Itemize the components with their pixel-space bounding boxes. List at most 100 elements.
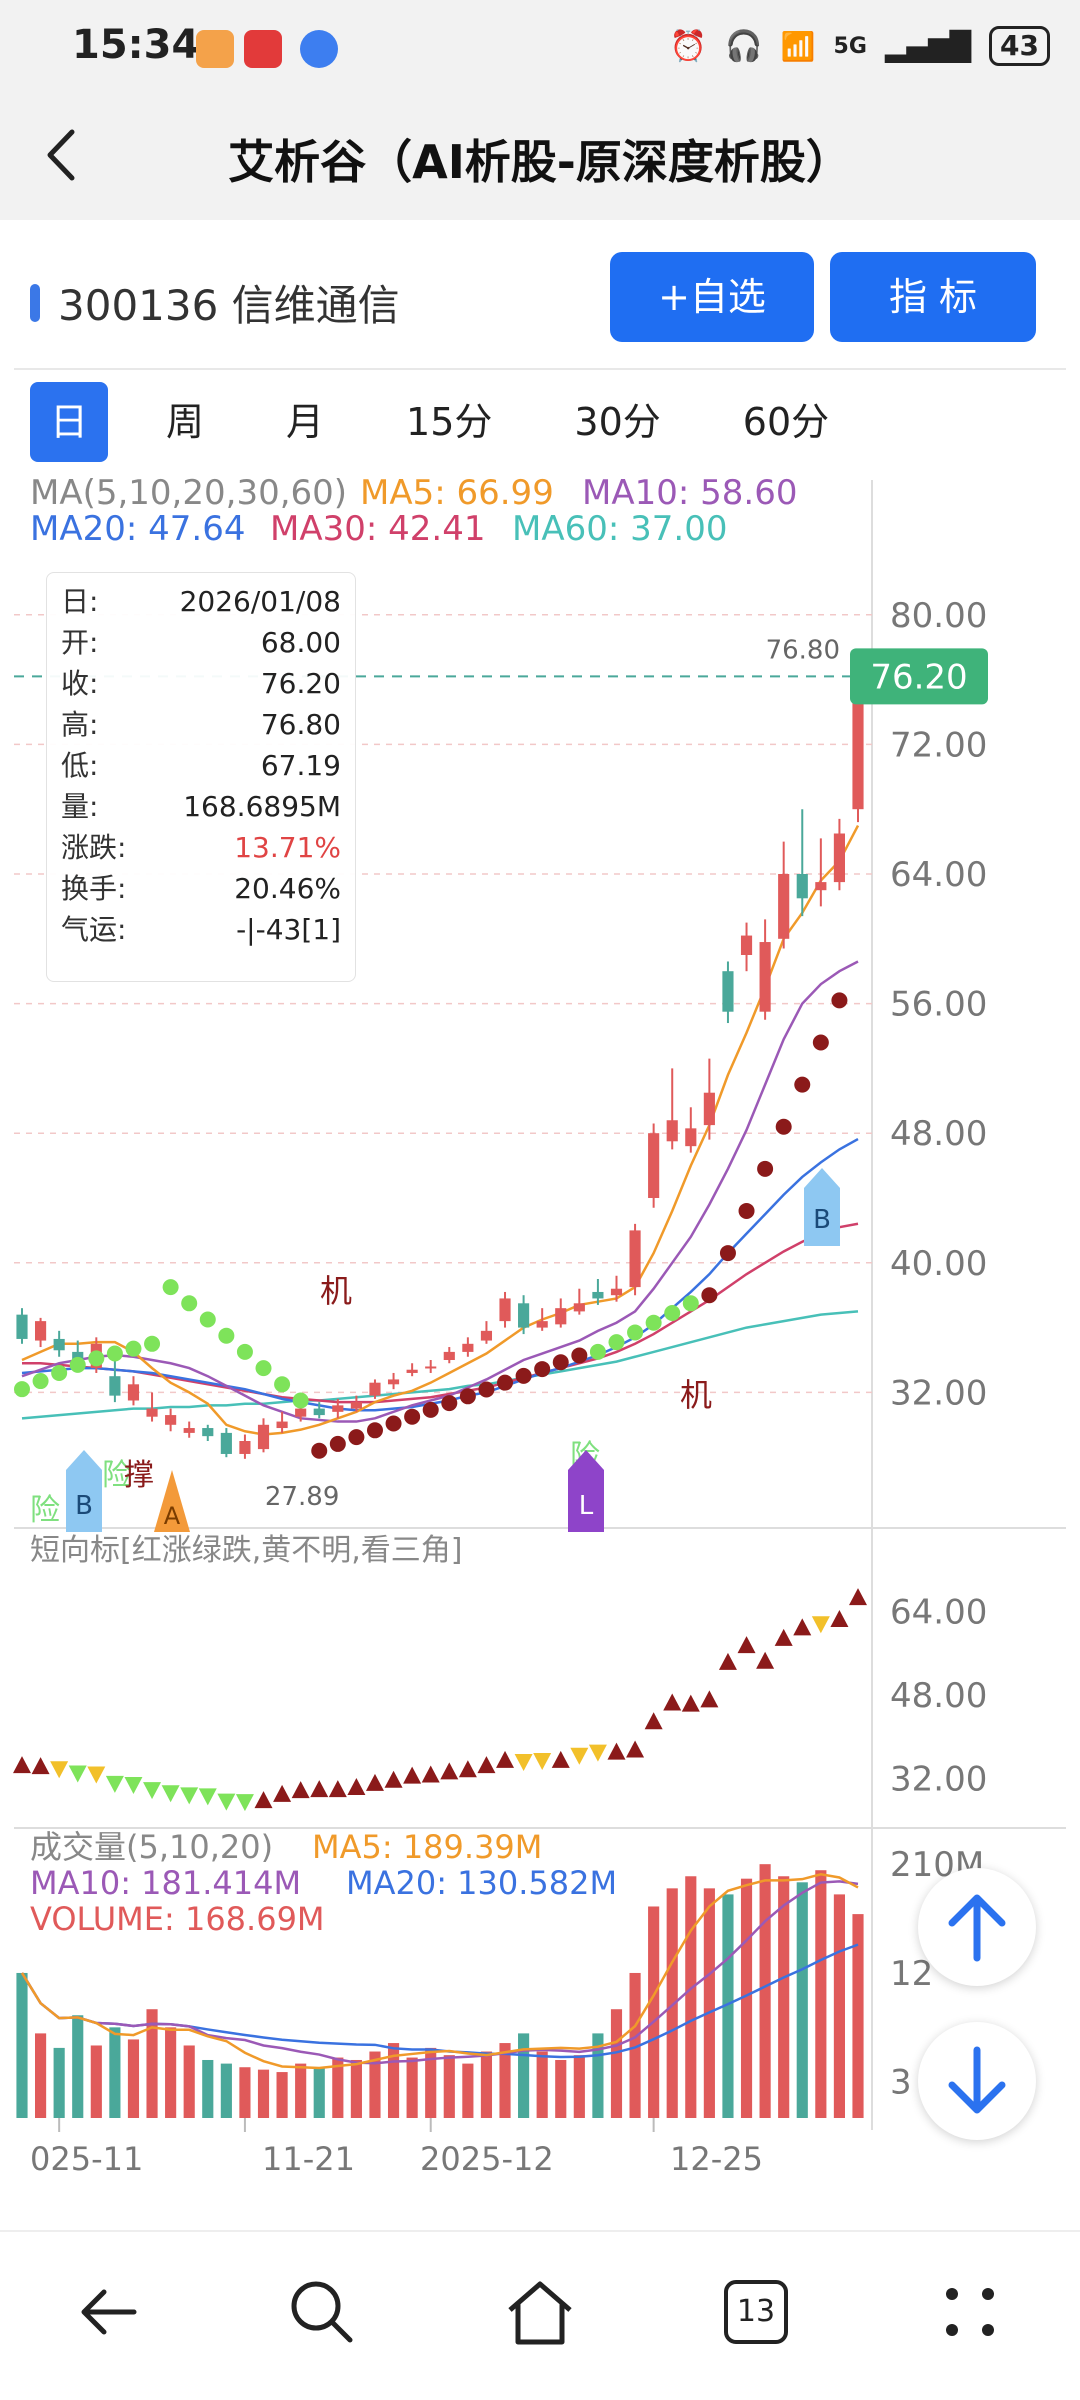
short-indicator-triangles bbox=[13, 1588, 867, 1812]
short-tick-label: 32.00 bbox=[890, 1760, 987, 1800]
marker-a: A bbox=[154, 1470, 190, 1532]
back-arrow-icon[interactable] bbox=[30, 120, 100, 190]
signal-dot bbox=[329, 1435, 346, 1452]
volume-bar bbox=[536, 2051, 548, 2118]
app-notification-icon bbox=[196, 30, 234, 68]
signal-dot bbox=[738, 1202, 755, 1219]
short-triangle bbox=[570, 1747, 589, 1765]
network-type: 5G bbox=[833, 33, 867, 59]
signal-dot bbox=[515, 1367, 532, 1384]
nav-tabs-button[interactable]: 13 bbox=[716, 2272, 796, 2352]
tab-month[interactable]: 月 bbox=[286, 400, 325, 444]
short-triangle bbox=[328, 1780, 347, 1798]
volume-bar bbox=[257, 2069, 270, 2118]
tooltip-row: 开: 68.00 bbox=[61, 622, 341, 663]
signal-dot bbox=[682, 1295, 699, 1312]
tooltip-key: 收: bbox=[61, 667, 99, 700]
short-triangle bbox=[31, 1757, 50, 1775]
candle-body bbox=[53, 1338, 65, 1351]
stock-accent-bar bbox=[30, 283, 40, 322]
marker-b-1: B bbox=[66, 1450, 102, 1532]
short-triangle bbox=[440, 1762, 459, 1780]
tooltip-row: 涨跌: 13.71% bbox=[61, 827, 341, 868]
signal-dot bbox=[627, 1324, 644, 1341]
tab-week[interactable]: 周 bbox=[166, 400, 205, 444]
price-tick-label: 72.00 bbox=[890, 725, 987, 765]
nav-menu-icon[interactable] bbox=[930, 2272, 1010, 2352]
scroll-down-button[interactable] bbox=[918, 2022, 1036, 2140]
nav-back-icon[interactable] bbox=[70, 2272, 150, 2352]
candle-body bbox=[555, 1308, 567, 1325]
signal-dot bbox=[794, 1076, 811, 1093]
volume-bar bbox=[722, 1894, 734, 2118]
short-indicator-axis: 64.00 48.00 32.00 bbox=[890, 1593, 987, 1800]
candle-body bbox=[295, 1408, 307, 1417]
nav-home-icon[interactable] bbox=[500, 2272, 580, 2352]
candle-body bbox=[146, 1408, 158, 1417]
candle-body bbox=[722, 971, 734, 1012]
price-tick-label: 48.00 bbox=[890, 1114, 987, 1154]
short-triangle bbox=[849, 1588, 867, 1606]
volume-value-legend: VOLUME: 168.69M bbox=[30, 1900, 325, 1938]
last-price-badge bbox=[850, 648, 988, 705]
signal-ji-2: 机 bbox=[680, 1376, 712, 1414]
volume-tick-label: 12 bbox=[890, 1954, 933, 1994]
nav-search-icon[interactable] bbox=[282, 2272, 362, 2352]
candle-body bbox=[127, 1384, 140, 1401]
kline-chart[interactable]: MA(5,10,20,30,60) MA5: 66.99 MA10: 58.60… bbox=[0, 470, 1080, 2190]
signal-icon: ▂▄▆█ bbox=[884, 29, 972, 63]
short-triangle bbox=[105, 1775, 124, 1793]
tab-60min[interactable]: 60分 bbox=[742, 400, 830, 444]
arrow-up-icon bbox=[948, 1894, 1006, 1962]
scroll-up-button[interactable] bbox=[918, 1868, 1036, 1986]
signal-dots bbox=[14, 992, 848, 1459]
candle-body bbox=[648, 1133, 660, 1198]
stock-label: 300136 信维通信 bbox=[58, 281, 400, 330]
signal-dot bbox=[274, 1376, 291, 1393]
price-tick-label: 64.00 bbox=[890, 855, 987, 895]
ma-lines bbox=[21, 824, 860, 1436]
short-triangle bbox=[551, 1750, 570, 1768]
short-triangle bbox=[403, 1766, 422, 1784]
tooltip-key: 日: bbox=[61, 585, 99, 618]
short-triangle bbox=[626, 1740, 645, 1758]
period-tabs: 日 周 月 15分 30分 60分 bbox=[30, 382, 887, 462]
add-watchlist-button[interactable]: +自选 bbox=[610, 252, 814, 342]
short-triangle bbox=[161, 1785, 180, 1803]
volume-bar bbox=[462, 2063, 474, 2118]
volume-legend-title: 成交量(5,10,20) bbox=[30, 1828, 273, 1866]
volume-bar bbox=[109, 2027, 121, 2118]
stock-header: 300136 信维通信 bbox=[30, 272, 400, 333]
tooltip-row: 日: 2026/01/08 bbox=[61, 581, 341, 622]
signal-dot bbox=[812, 1034, 829, 1051]
volume-bar bbox=[480, 2051, 493, 2118]
indicator-button[interactable]: 指 标 bbox=[830, 252, 1036, 342]
tab-day[interactable]: 日 bbox=[30, 382, 109, 462]
volume-bar bbox=[703, 1888, 715, 2118]
signal-dot bbox=[701, 1287, 718, 1304]
marker-l: L bbox=[568, 1450, 604, 1532]
short-triangle bbox=[793, 1618, 812, 1636]
tab-15min[interactable]: 15分 bbox=[406, 400, 493, 444]
signal-dot bbox=[69, 1356, 86, 1373]
alarm-icon: ⏰ bbox=[669, 28, 708, 64]
volume-bar bbox=[425, 2047, 437, 2118]
candle-body bbox=[666, 1120, 678, 1142]
signal-dot bbox=[757, 1160, 774, 1177]
tooltip-row: 量: 168.6895M bbox=[61, 786, 341, 827]
tab-30min[interactable]: 30分 bbox=[574, 400, 661, 444]
signal-dot bbox=[589, 1343, 606, 1360]
price-tick-label: 56.00 bbox=[890, 985, 987, 1025]
short-triangle bbox=[68, 1765, 87, 1783]
candle-body bbox=[703, 1092, 715, 1126]
signal-dot bbox=[162, 1279, 179, 1296]
signal-dot bbox=[422, 1401, 439, 1418]
battery-indicator: 43 bbox=[989, 26, 1050, 66]
candle-body bbox=[183, 1428, 195, 1433]
short-triangle bbox=[756, 1651, 775, 1669]
short-triangle bbox=[607, 1742, 626, 1760]
short-triangle bbox=[830, 1610, 849, 1628]
short-triangle bbox=[737, 1636, 756, 1654]
volume-bar bbox=[499, 2043, 511, 2118]
candle-body bbox=[833, 833, 845, 883]
